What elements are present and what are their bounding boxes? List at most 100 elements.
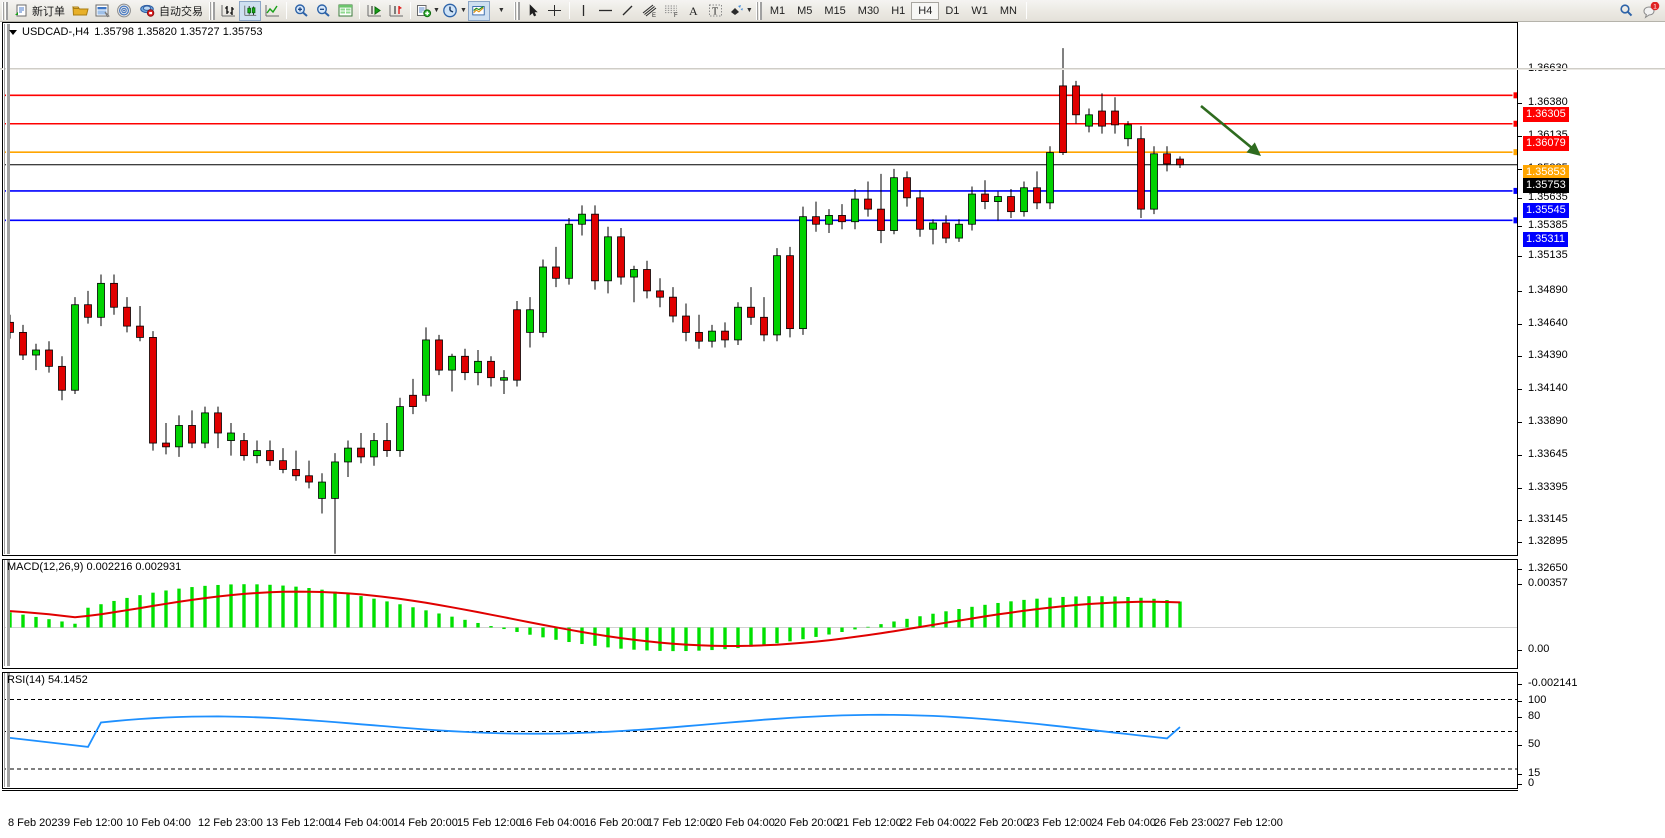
templates-icon bbox=[471, 3, 486, 18]
candle bbox=[162, 422, 170, 455]
toolbar-grip[interactable] bbox=[1, 1, 8, 20]
candle bbox=[955, 219, 963, 242]
new-order-button[interactable]: 新订单 bbox=[10, 1, 69, 21]
toolbar-grip-3[interactable] bbox=[512, 1, 520, 20]
hline-handle-support-2[interactable] bbox=[1512, 216, 1518, 225]
support-1-label[interactable]: 1.35545 bbox=[1523, 203, 1569, 218]
rsi-pane[interactable]: RSI(14) 54.1452 bbox=[2, 672, 1518, 789]
price-tick-label: 1.35385 bbox=[1528, 219, 1568, 231]
folder-button[interactable] bbox=[69, 1, 91, 21]
crosshair-button[interactable] bbox=[544, 1, 566, 21]
candle bbox=[526, 297, 534, 348]
candle bbox=[123, 297, 131, 333]
macd-label: MACD(12,26,9) 0.002216 0.002931 bbox=[7, 561, 182, 573]
zoom-in-button[interactable] bbox=[290, 1, 312, 21]
candle-body bbox=[890, 177, 898, 231]
macd-signal-line bbox=[9, 590, 1181, 647]
toolbar-grip-2[interactable] bbox=[208, 1, 215, 20]
text-button[interactable]: A bbox=[683, 1, 705, 21]
candle-body bbox=[188, 425, 196, 444]
candle bbox=[448, 353, 456, 392]
timeframe-d1[interactable]: D1 bbox=[945, 4, 960, 17]
equidistant-channel-button[interactable]: E bbox=[639, 1, 661, 21]
candle bbox=[1072, 80, 1080, 124]
timeframe-m15[interactable]: M15 bbox=[824, 4, 846, 17]
support-2-label[interactable]: 1.35311 bbox=[1523, 232, 1568, 247]
timeframe-h4[interactable]: H4 bbox=[911, 1, 940, 20]
price-pane[interactable]: USDCAD-,H4 1.35798 1.35820 1.35727 1.357… bbox=[2, 22, 1518, 556]
chevron-down-icon[interactable]: ▼ bbox=[433, 7, 440, 14]
candle bbox=[552, 246, 560, 288]
timeframe-m5[interactable]: M5 bbox=[797, 4, 813, 17]
data-window-button[interactable] bbox=[334, 1, 356, 21]
timeframe-mn[interactable]: MN bbox=[999, 4, 1017, 17]
resistance-2-label[interactable]: 1.36079 bbox=[1523, 136, 1569, 151]
shapes-button[interactable]: ▼ bbox=[727, 1, 754, 21]
chevron-down-icon[interactable] bbox=[9, 29, 17, 35]
pane-grip-main[interactable] bbox=[3, 24, 10, 554]
timeframe-m30[interactable]: M30 bbox=[857, 4, 880, 17]
chart-area[interactable]: USDCAD-,H4 1.35798 1.35820 1.35727 1.357… bbox=[0, 22, 1665, 838]
chart-title: USDCAD-,H4 1.35798 1.35820 1.35727 1.357… bbox=[9, 26, 262, 38]
period-button[interactable]: ▼ bbox=[441, 1, 468, 21]
hline-handle-resistance-2[interactable] bbox=[1512, 119, 1518, 128]
chevron-down-icon[interactable]: ▼ bbox=[745, 7, 753, 14]
timeframe-m1[interactable]: M1 bbox=[769, 4, 786, 17]
chart-shift-button[interactable] bbox=[385, 1, 407, 21]
bar-chart-button[interactable] bbox=[217, 1, 239, 21]
pane-grip-macd[interactable] bbox=[3, 560, 10, 666]
candle bbox=[487, 356, 495, 387]
down-trend-arrow[interactable] bbox=[1200, 104, 1261, 156]
price-tick-label: 1.33890 bbox=[1528, 415, 1568, 427]
autotrading-button[interactable]: 自动交易 bbox=[135, 1, 207, 21]
indicators-button[interactable]: ▼ bbox=[414, 1, 441, 21]
cursor-button[interactable] bbox=[522, 1, 544, 21]
candle-body bbox=[1176, 158, 1184, 166]
zoom-in-icon bbox=[293, 3, 310, 18]
vline-button[interactable] bbox=[573, 1, 595, 21]
templates-dropdown[interactable]: ▼ bbox=[490, 1, 512, 21]
candle bbox=[331, 453, 339, 554]
candle-body bbox=[539, 266, 547, 333]
search-button[interactable] bbox=[1615, 1, 1637, 21]
candlestick-chart-button[interactable] bbox=[239, 0, 261, 21]
time-axis[interactable]: 8 Feb 2023 9 Feb 12:00 10 Feb 04:00 12 Feb … bbox=[2, 790, 1518, 838]
zoom-out-button[interactable] bbox=[312, 1, 334, 21]
price-axis[interactable]: 1.366301.363801.361351.358851.356351.353… bbox=[1518, 22, 1665, 789]
price-tick-label-tick bbox=[1518, 226, 1522, 227]
hline-button[interactable] bbox=[595, 1, 617, 21]
timeframe-w1[interactable]: W1 bbox=[971, 4, 988, 17]
rsi-tick-label: 50 bbox=[1528, 738, 1541, 750]
last-price-label[interactable]: 1.35753 bbox=[1523, 178, 1569, 193]
trendline-button[interactable] bbox=[617, 1, 639, 21]
time-tick-label: 16 Feb 20:00 bbox=[584, 817, 649, 829]
text-label-button[interactable]: T bbox=[705, 1, 727, 21]
candle-body bbox=[656, 290, 664, 298]
hline-handle-pivot[interactable] bbox=[1512, 148, 1518, 157]
macd-pane[interactable]: MACD(12,26,9) 0.002216 0.002931 bbox=[2, 559, 1518, 669]
fibonacci-icon: F bbox=[662, 3, 681, 18]
resistance-1-label[interactable]: 1.36305 bbox=[1523, 107, 1569, 122]
pivot-label[interactable]: 1.35853 bbox=[1523, 165, 1569, 180]
templates-button[interactable] bbox=[467, 0, 490, 21]
auto-scroll-button[interactable] bbox=[363, 1, 385, 21]
toolbar-grip-4[interactable] bbox=[754, 1, 762, 20]
print-preview-icon bbox=[94, 3, 111, 18]
fibonacci-button[interactable]: F bbox=[661, 1, 683, 21]
timeframe-h1[interactable]: H1 bbox=[891, 4, 906, 17]
broadcast-button[interactable] bbox=[113, 1, 135, 21]
candle-body bbox=[734, 306, 742, 341]
alerts-button[interactable]: 1 bbox=[1639, 1, 1661, 21]
hline-handle-support-1[interactable] bbox=[1512, 186, 1518, 195]
candle-body bbox=[773, 255, 781, 336]
candle-body bbox=[45, 349, 53, 367]
time-tick-label: 9 Feb 12:00 bbox=[64, 817, 123, 829]
candle-body bbox=[84, 304, 92, 318]
chevron-down-icon[interactable]: ▼ bbox=[497, 7, 505, 14]
print-preview-button[interactable] bbox=[91, 1, 113, 21]
hline-handle-resistance-1[interactable] bbox=[1512, 91, 1518, 100]
candle bbox=[266, 440, 274, 466]
pane-grip-rsi[interactable] bbox=[3, 673, 10, 787]
chevron-down-icon[interactable]: ▼ bbox=[459, 7, 467, 14]
line-chart-button[interactable] bbox=[261, 1, 283, 21]
